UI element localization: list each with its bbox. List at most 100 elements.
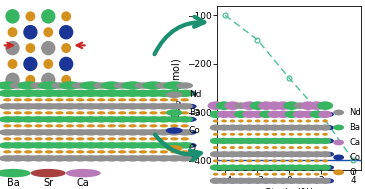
Circle shape (266, 165, 275, 170)
Circle shape (252, 138, 264, 144)
Circle shape (58, 104, 72, 109)
Circle shape (176, 103, 193, 110)
Circle shape (97, 150, 105, 153)
Circle shape (224, 178, 233, 183)
Circle shape (55, 111, 64, 115)
Circle shape (51, 155, 68, 162)
Circle shape (299, 138, 309, 143)
Circle shape (166, 116, 182, 123)
Circle shape (89, 105, 97, 108)
Circle shape (272, 146, 277, 149)
Circle shape (152, 117, 165, 122)
Circle shape (291, 139, 296, 143)
Circle shape (223, 113, 229, 116)
Circle shape (152, 144, 160, 147)
Circle shape (113, 90, 131, 97)
Circle shape (282, 166, 288, 169)
Circle shape (274, 125, 284, 130)
Circle shape (82, 155, 99, 162)
Circle shape (166, 142, 182, 149)
Circle shape (173, 92, 181, 95)
Circle shape (79, 144, 87, 147)
Circle shape (14, 150, 22, 153)
Circle shape (291, 138, 300, 143)
Circle shape (319, 125, 331, 131)
Circle shape (20, 103, 36, 110)
Circle shape (241, 138, 250, 143)
Circle shape (16, 144, 24, 147)
Circle shape (81, 90, 100, 97)
Circle shape (145, 116, 162, 123)
Circle shape (20, 116, 36, 123)
Circle shape (308, 153, 313, 156)
Circle shape (265, 139, 271, 143)
Circle shape (215, 125, 224, 130)
Circle shape (238, 159, 244, 162)
Circle shape (285, 178, 297, 184)
Circle shape (89, 118, 97, 121)
Circle shape (55, 150, 64, 153)
Circle shape (333, 125, 344, 130)
Circle shape (176, 116, 193, 123)
Circle shape (308, 166, 313, 169)
Circle shape (152, 91, 165, 96)
Circle shape (306, 159, 311, 162)
Circle shape (299, 126, 305, 129)
Circle shape (139, 111, 147, 115)
Circle shape (226, 111, 239, 118)
Circle shape (243, 151, 255, 157)
Circle shape (34, 150, 43, 153)
Circle shape (72, 103, 89, 110)
Circle shape (249, 165, 258, 170)
Circle shape (87, 150, 95, 153)
Circle shape (89, 131, 97, 134)
Circle shape (14, 137, 22, 140)
Circle shape (141, 118, 150, 121)
Circle shape (324, 165, 334, 170)
Circle shape (97, 137, 105, 140)
Circle shape (215, 138, 224, 143)
Circle shape (183, 104, 197, 109)
Circle shape (285, 125, 297, 131)
Circle shape (265, 113, 271, 116)
Circle shape (294, 138, 306, 144)
Circle shape (103, 155, 120, 162)
Circle shape (324, 166, 330, 169)
Circle shape (314, 133, 319, 136)
Circle shape (269, 151, 280, 157)
Circle shape (155, 116, 172, 123)
Circle shape (241, 101, 257, 110)
Circle shape (110, 104, 124, 109)
Circle shape (100, 156, 113, 161)
Circle shape (47, 117, 61, 122)
Circle shape (223, 179, 229, 182)
Circle shape (59, 25, 73, 40)
Circle shape (144, 84, 153, 87)
Circle shape (0, 81, 18, 90)
Circle shape (240, 126, 246, 129)
Circle shape (0, 169, 31, 177)
Circle shape (251, 104, 256, 107)
Circle shape (79, 117, 92, 122)
Circle shape (227, 125, 238, 131)
Circle shape (289, 119, 294, 122)
Circle shape (149, 111, 158, 115)
Circle shape (114, 155, 131, 162)
Circle shape (139, 150, 147, 153)
Circle shape (257, 152, 266, 157)
Circle shape (181, 150, 189, 153)
Circle shape (149, 98, 158, 101)
Circle shape (243, 178, 255, 184)
Circle shape (257, 178, 266, 183)
Circle shape (235, 125, 247, 131)
Circle shape (41, 155, 57, 162)
Circle shape (9, 116, 26, 123)
Circle shape (79, 157, 87, 160)
Circle shape (170, 150, 178, 153)
Circle shape (232, 165, 241, 170)
Circle shape (249, 138, 258, 143)
Circle shape (284, 111, 299, 118)
Circle shape (71, 84, 79, 87)
Circle shape (120, 118, 129, 121)
Circle shape (30, 129, 47, 136)
